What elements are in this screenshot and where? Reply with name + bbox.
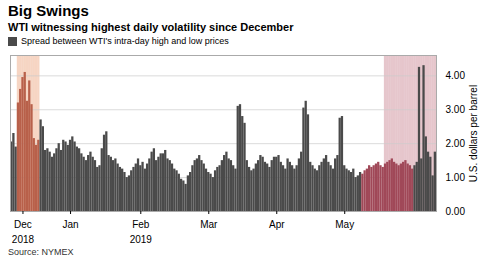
svg-text:May: May — [335, 219, 354, 230]
svg-text:Dec: Dec — [14, 219, 32, 230]
html-text:Source: NYMEX: Source: NYMEX — [8, 247, 74, 257]
svg-text:Feb: Feb — [132, 219, 150, 230]
html-text:Big Swings: Big Swings — [8, 2, 89, 19]
svg-text:2.00: 2.00 — [446, 138, 466, 149]
svg-text:0.00: 0.00 — [446, 206, 466, 217]
svg-text:Mar: Mar — [200, 219, 218, 230]
svg-text:2019: 2019 — [130, 234, 153, 245]
html-text:Spread between WTI's intra-day: Spread between WTI's intra-day high and … — [21, 36, 229, 46]
svg-text:2018: 2018 — [12, 234, 35, 245]
svg-text:3.00: 3.00 — [446, 104, 466, 115]
svg-text:4.00: 4.00 — [446, 70, 466, 81]
svg-text:U.S. dollars per barrel: U.S. dollars per barrel — [468, 85, 479, 182]
svg-text:1.00: 1.00 — [446, 172, 466, 183]
html-text:WTI witnessing highest daily v: WTI witnessing highest daily volatility … — [8, 21, 294, 33]
svg-text:Jan: Jan — [62, 219, 78, 230]
svg-text:Apr: Apr — [269, 219, 285, 230]
